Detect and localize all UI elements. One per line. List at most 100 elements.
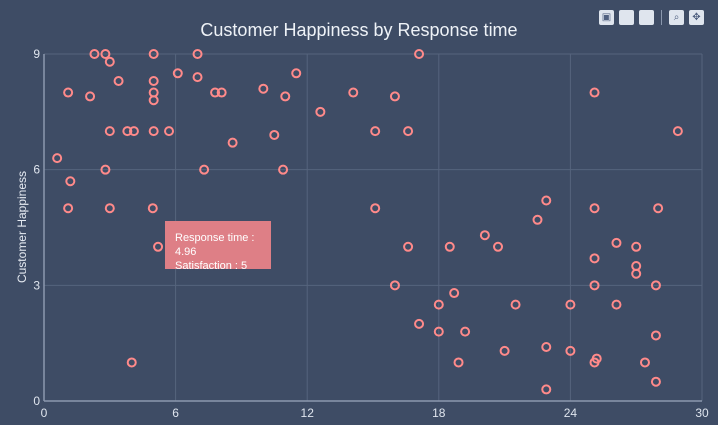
y-tick-label: 3 <box>33 278 40 292</box>
grid-lines <box>43 53 703 402</box>
scatter-point[interactable] <box>89 49 100 59</box>
scatter-point[interactable] <box>199 164 210 175</box>
scatter-point[interactable] <box>113 75 124 86</box>
scatter-point[interactable] <box>280 91 291 102</box>
y-tick-label: 0 <box>33 394 40 408</box>
scatter-point[interactable] <box>453 357 464 368</box>
scatter-point[interactable] <box>370 126 381 137</box>
scatter-point[interactable] <box>611 237 622 248</box>
x-tick-label: 30 <box>695 406 709 420</box>
scatter-point[interactable] <box>444 241 455 252</box>
scatter-point[interactable] <box>541 195 552 206</box>
scatter-point[interactable] <box>216 87 227 98</box>
scatter-point[interactable] <box>449 288 460 299</box>
scatter-point[interactable] <box>403 126 414 137</box>
edit-icon[interactable] <box>619 10 634 25</box>
scatter-point[interactable] <box>100 49 111 59</box>
scatter-point[interactable] <box>565 299 576 310</box>
scatter-point[interactable] <box>122 126 133 137</box>
tooltip-response-time: Response time : 4.96 <box>175 232 255 258</box>
scatter-point[interactable] <box>532 214 543 225</box>
scatter-point[interactable] <box>591 353 602 364</box>
scatter-point[interactable] <box>650 376 661 387</box>
scatter-point[interactable] <box>210 87 221 98</box>
scatter-point[interactable] <box>65 176 76 187</box>
scatter-point[interactable] <box>147 203 158 214</box>
scatter-point[interactable] <box>128 126 139 137</box>
modebar-toolbar: ▣ ⌕ ✥ <box>599 10 704 25</box>
x-tick-label: 18 <box>432 406 446 420</box>
scatter-point[interactable] <box>100 164 111 175</box>
scatter-point[interactable] <box>631 268 642 279</box>
pan-icon[interactable]: ✥ <box>689 10 704 25</box>
scatter-point[interactable] <box>389 91 400 102</box>
scatter-point[interactable] <box>269 129 280 140</box>
scatter-point[interactable] <box>148 75 159 86</box>
scatter-point[interactable] <box>631 241 642 252</box>
scatter-point[interactable] <box>52 153 63 164</box>
tooltip-satisfaction: Satisfaction : 5 <box>175 260 248 272</box>
scatter-point[interactable] <box>541 342 552 353</box>
zoom-icon[interactable]: ⌕ <box>669 10 684 25</box>
scatter-point[interactable] <box>565 345 576 356</box>
scatter-point[interactable] <box>433 326 444 337</box>
scatter-point[interactable] <box>63 87 74 98</box>
y-axis-label: Customer Happiness <box>15 171 29 283</box>
scatter-point[interactable] <box>433 299 444 310</box>
scatter-point[interactable] <box>63 203 74 214</box>
scatter-point[interactable] <box>104 56 115 67</box>
x-tick-label: 12 <box>301 406 315 420</box>
scatter-point[interactable] <box>172 68 183 79</box>
scatter-point[interactable] <box>126 357 137 368</box>
scatter-point[interactable] <box>650 330 661 341</box>
scatter-point[interactable] <box>192 72 203 83</box>
scatter-point[interactable] <box>639 357 650 368</box>
scatter-point[interactable] <box>589 87 600 98</box>
scatter-point[interactable] <box>479 230 490 241</box>
scatter-point[interactable] <box>653 203 664 214</box>
scatter-point[interactable] <box>164 126 175 137</box>
scatter-point[interactable] <box>227 137 238 148</box>
scatter-point[interactable] <box>291 68 302 79</box>
y-tick-label: 9 <box>33 47 40 61</box>
scatter-point[interactable] <box>414 49 425 59</box>
scatter-point[interactable] <box>370 203 381 214</box>
scatter-point[interactable] <box>389 280 400 291</box>
scatter-point[interactable] <box>148 126 159 137</box>
axes: 0 6 12 18 24 30 0 3 6 9 <box>33 47 709 420</box>
scatter-point[interactable] <box>493 241 504 252</box>
scatter-point[interactable] <box>148 95 159 106</box>
hover-tooltip: Response time : 4.96 Satisfaction : 5 <box>165 221 271 272</box>
scatter-point[interactable] <box>499 345 510 356</box>
x-tick-label: 6 <box>172 406 179 420</box>
scatter-point[interactable] <box>460 326 471 337</box>
scatter-point[interactable] <box>315 106 326 117</box>
scatter-point[interactable] <box>589 203 600 214</box>
save-icon[interactable] <box>639 10 654 25</box>
scatter-point[interactable] <box>258 83 269 94</box>
scatter-point[interactable] <box>672 126 683 137</box>
scatter-point[interactable] <box>192 49 203 59</box>
scatter-point[interactable] <box>85 91 96 102</box>
scatter-point[interactable] <box>104 126 115 137</box>
scatter-point[interactable] <box>104 203 115 214</box>
x-tick-label: 24 <box>564 406 578 420</box>
scatter-point[interactable] <box>278 164 289 175</box>
camera-icon[interactable]: ▣ <box>599 10 614 25</box>
scatter-point[interactable] <box>148 49 159 59</box>
scatter-point[interactable] <box>510 299 521 310</box>
chart-title: Customer Happiness by Response time <box>200 20 518 40</box>
scatter-point[interactable] <box>611 299 622 310</box>
scatter-point[interactable] <box>541 384 552 395</box>
scatter-point[interactable] <box>414 318 425 329</box>
scatter-point[interactable] <box>403 241 414 252</box>
data-points[interactable] <box>52 49 683 395</box>
scatter-point[interactable] <box>589 253 600 264</box>
y-tick-label: 6 <box>33 163 40 177</box>
modebar-divider <box>661 10 662 25</box>
scatter-point[interactable] <box>650 280 661 291</box>
scatter-point[interactable] <box>589 280 600 291</box>
scatter-point[interactable] <box>348 87 359 98</box>
scatter-point[interactable] <box>153 241 164 252</box>
